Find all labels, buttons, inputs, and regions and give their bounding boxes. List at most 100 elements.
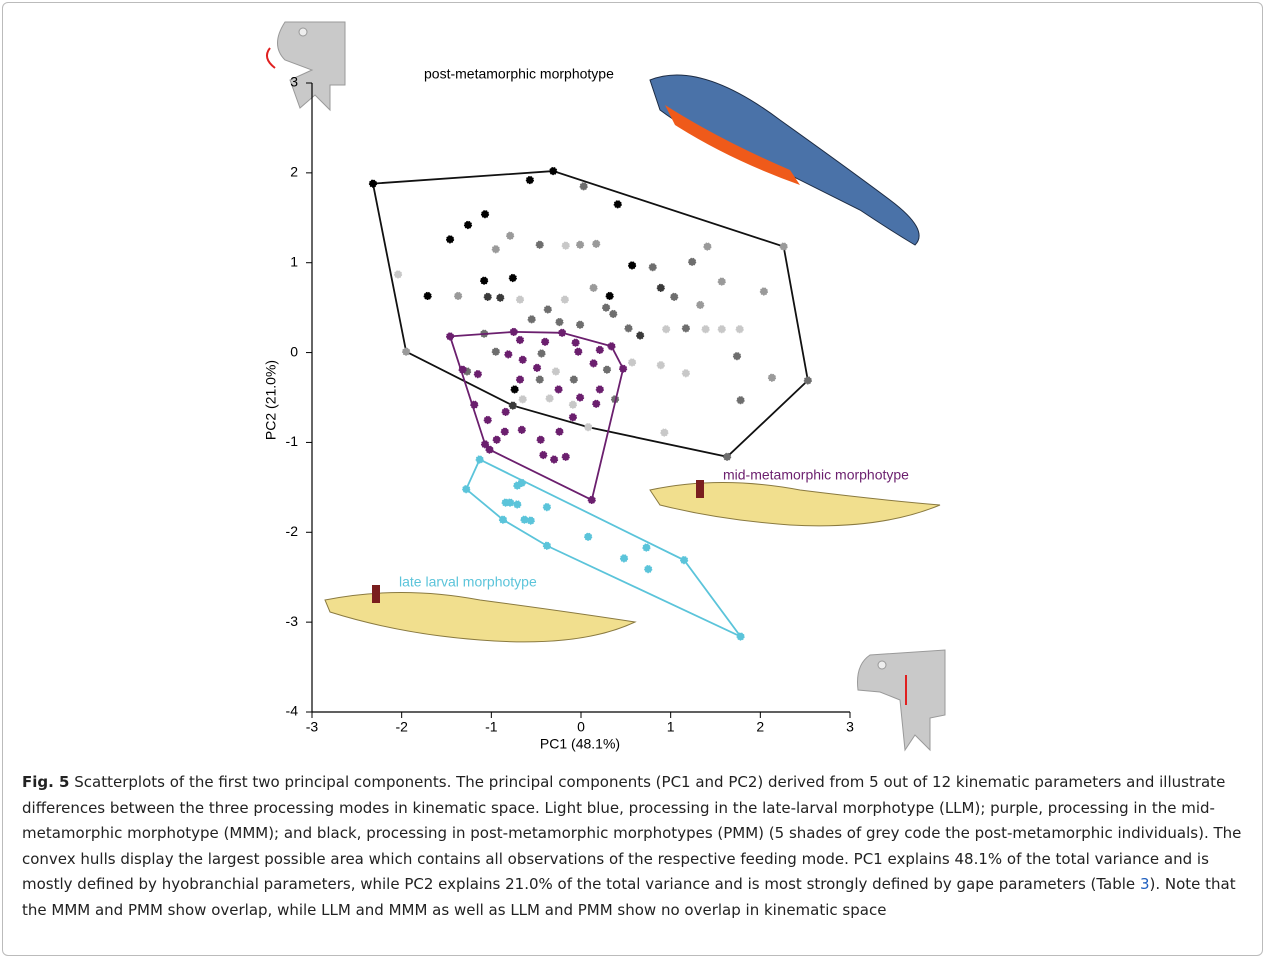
caption-text: Scatterplots of the first two principal … (22, 773, 1241, 893)
data-point (502, 408, 509, 415)
data-point (369, 180, 376, 187)
data-point (590, 360, 597, 367)
data-point (516, 376, 523, 383)
data-point (526, 176, 533, 183)
data-point (551, 456, 558, 463)
data-point (737, 397, 744, 404)
data-point (718, 326, 725, 333)
data-point (577, 241, 584, 248)
data-point (780, 243, 787, 250)
data-point (536, 376, 543, 383)
data-point (505, 351, 512, 358)
data-point (562, 242, 569, 249)
data-point (603, 366, 610, 373)
data-point (661, 429, 668, 436)
data-point (509, 402, 516, 409)
data-point (484, 293, 491, 300)
data-point (682, 370, 689, 377)
data-point (424, 292, 431, 299)
y-tick-label: -3 (286, 613, 299, 629)
data-point (580, 183, 587, 190)
data-point (606, 292, 613, 299)
data-point (572, 339, 579, 346)
data-point (593, 240, 600, 247)
data-point (471, 401, 478, 408)
data-point (492, 246, 499, 253)
data-point (516, 296, 523, 303)
data-point (733, 353, 740, 360)
data-point (620, 365, 627, 372)
data-point (585, 424, 592, 431)
newt-adult (650, 75, 919, 245)
caption-label: Fig. 5 (22, 773, 69, 791)
head-icon-top (267, 22, 345, 110)
data-point (737, 633, 744, 640)
data-point (446, 236, 453, 243)
data-point (577, 321, 584, 328)
data-point (608, 343, 615, 350)
data-point (575, 348, 582, 355)
data-point (537, 436, 544, 443)
x-tick-label: -1 (485, 719, 498, 735)
y-axis-label: PC2 (21.0%) (263, 360, 279, 440)
y-tick-label: -1 (286, 433, 299, 449)
data-point (507, 232, 514, 239)
data-point (528, 316, 535, 323)
convex-hull (450, 332, 623, 500)
data-point (556, 318, 563, 325)
data-point (562, 453, 569, 460)
x-tick-label: 0 (577, 719, 585, 735)
series-label: post-metamorphic morphotype (424, 66, 614, 82)
data-point (481, 277, 488, 284)
x-axis-label: PC1 (48.1%) (540, 736, 620, 752)
data-point (497, 294, 504, 301)
data-point (585, 533, 592, 540)
data-point (459, 366, 466, 373)
data-point (476, 456, 483, 463)
y-tick-label: -4 (286, 703, 299, 719)
data-point (510, 328, 517, 335)
data-point (614, 201, 621, 208)
data-point (736, 326, 743, 333)
data-point (552, 368, 559, 375)
data-point (533, 364, 540, 371)
data-point (603, 304, 610, 311)
series-label: mid-metamorphic morphotype (723, 467, 909, 483)
y-tick-label: 1 (290, 253, 298, 269)
head-icon-bottom (858, 650, 946, 750)
data-point (704, 243, 711, 250)
data-point (521, 516, 528, 523)
x-tick-label: 3 (846, 719, 854, 735)
chart: PC1 (48.1%) PC2 (21.0%) -4-3-2-10123-3-2… (0, 0, 1267, 765)
data-point (544, 306, 551, 313)
data-point (474, 371, 481, 378)
data-point (464, 221, 471, 228)
data-point (590, 284, 597, 291)
data-point (596, 346, 603, 353)
data-point (511, 386, 518, 393)
newt-mid (650, 480, 940, 526)
data-point (760, 288, 767, 295)
y-tick-label: -2 (286, 523, 299, 539)
data-point (481, 441, 488, 448)
data-point (516, 336, 523, 343)
data-point (671, 293, 678, 300)
data-point (403, 348, 410, 355)
data-point (536, 241, 543, 248)
x-tick-label: -2 (395, 719, 408, 735)
data-point (702, 326, 709, 333)
data-point (570, 376, 577, 383)
data-point (481, 211, 488, 218)
data-point (697, 301, 704, 308)
data-point (593, 400, 600, 407)
data-point (501, 428, 508, 435)
data-point (596, 386, 603, 393)
data-point (629, 359, 636, 366)
series-label: late larval morphotype (399, 574, 537, 590)
data-point (538, 350, 545, 357)
data-point (518, 479, 525, 486)
data-point (455, 292, 462, 299)
data-point (681, 557, 688, 564)
y-tick-label: 2 (290, 164, 298, 180)
caption: Fig. 5 Scatterplots of the first two pri… (22, 770, 1247, 923)
